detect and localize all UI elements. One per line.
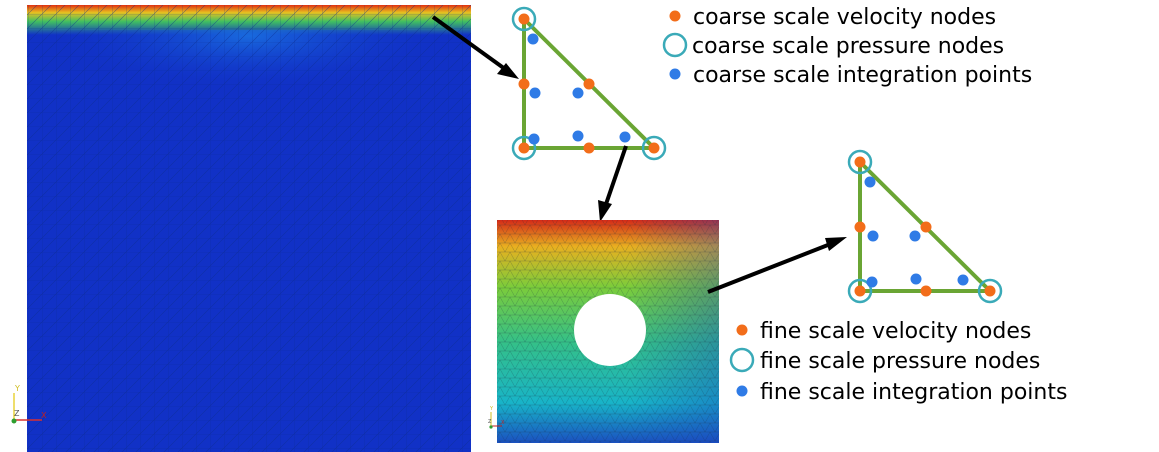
- velocity-node-icon: [854, 221, 866, 233]
- fine-legend-integration: fine scale integration points: [760, 380, 1067, 405]
- fine-legend: fine scale velocity nodes fine scale pre…: [729, 319, 1067, 405]
- velocity-node-icon: [583, 142, 595, 154]
- integration-point-icon: [866, 276, 878, 288]
- coarse-legend: coarse scale velocity nodes coarse scale…: [662, 5, 1032, 88]
- pressure-ring-icon: [847, 149, 873, 175]
- hole-obstacle: [574, 294, 646, 366]
- coarse-legend-pressure: coarse scale pressure nodes: [692, 34, 1004, 59]
- velocity-node-icon: [518, 13, 530, 25]
- integration-point-icon: [669, 68, 681, 80]
- velocity-node-icon: [583, 78, 595, 90]
- axis-label-x: X: [41, 411, 47, 420]
- arrow-icon: [598, 145, 628, 222]
- pressure-ring-icon: [847, 278, 873, 304]
- fine-axis-label-y: Y: [489, 406, 494, 412]
- pressure-ring-icon: [511, 135, 537, 161]
- coarse-element-diagram: [511, 6, 667, 161]
- fine-simulation-panel: Y Z X: [488, 220, 719, 443]
- axis-label-z: Z: [14, 409, 20, 418]
- integration-point-icon: [910, 273, 922, 285]
- coarse-legend-velocity: coarse scale velocity nodes: [693, 5, 996, 30]
- fine-legend-pressure: fine scale pressure nodes: [760, 349, 1040, 374]
- axis-label-y: Y: [14, 384, 20, 393]
- coarse-mesh: [27, 5, 471, 452]
- integration-point-icon: [572, 87, 584, 99]
- integration-point-icon: [529, 87, 541, 99]
- pressure-ring-icon: [729, 347, 755, 373]
- fine-element-diagram: [847, 149, 1003, 304]
- fine-axes-triad: Y Z X: [488, 406, 505, 429]
- integration-point-icon: [527, 33, 539, 45]
- velocity-node-icon: [669, 10, 681, 22]
- velocity-node-icon: [736, 324, 748, 336]
- velocity-node-icon: [648, 142, 660, 154]
- velocity-node-icon: [518, 142, 530, 154]
- velocity-node-icon: [854, 156, 866, 168]
- integration-point-icon: [572, 130, 584, 142]
- fine-axis-label-x: X: [501, 420, 505, 426]
- integration-point-icon: [619, 131, 631, 143]
- coarse-axes-triad: Y Z X: [11, 384, 47, 424]
- velocity-node-icon: [920, 221, 932, 233]
- integration-point-icon: [957, 274, 969, 286]
- velocity-node-icon: [984, 285, 996, 297]
- pressure-ring-icon: [511, 6, 537, 32]
- coarse-legend-integration: coarse scale integration points: [693, 63, 1032, 88]
- coarse-simulation-panel: Y Z X: [11, 5, 471, 452]
- arrow-icon: [431, 15, 519, 79]
- integration-point-icon: [528, 133, 540, 145]
- integration-point-icon: [867, 230, 879, 242]
- integration-point-icon: [736, 385, 748, 397]
- velocity-node-icon: [920, 285, 932, 297]
- pressure-ring-icon: [977, 278, 1003, 304]
- pressure-ring-icon: [641, 135, 667, 161]
- pressure-ring-icon: [662, 32, 688, 58]
- fine-legend-velocity: fine scale velocity nodes: [760, 319, 1031, 344]
- velocity-node-icon: [518, 78, 530, 90]
- fine-axis-label-z: Z: [488, 419, 492, 425]
- integration-point-icon: [909, 230, 921, 242]
- velocity-node-icon: [854, 285, 866, 297]
- integration-point-icon: [864, 176, 876, 188]
- arrow-icon: [707, 237, 847, 294]
